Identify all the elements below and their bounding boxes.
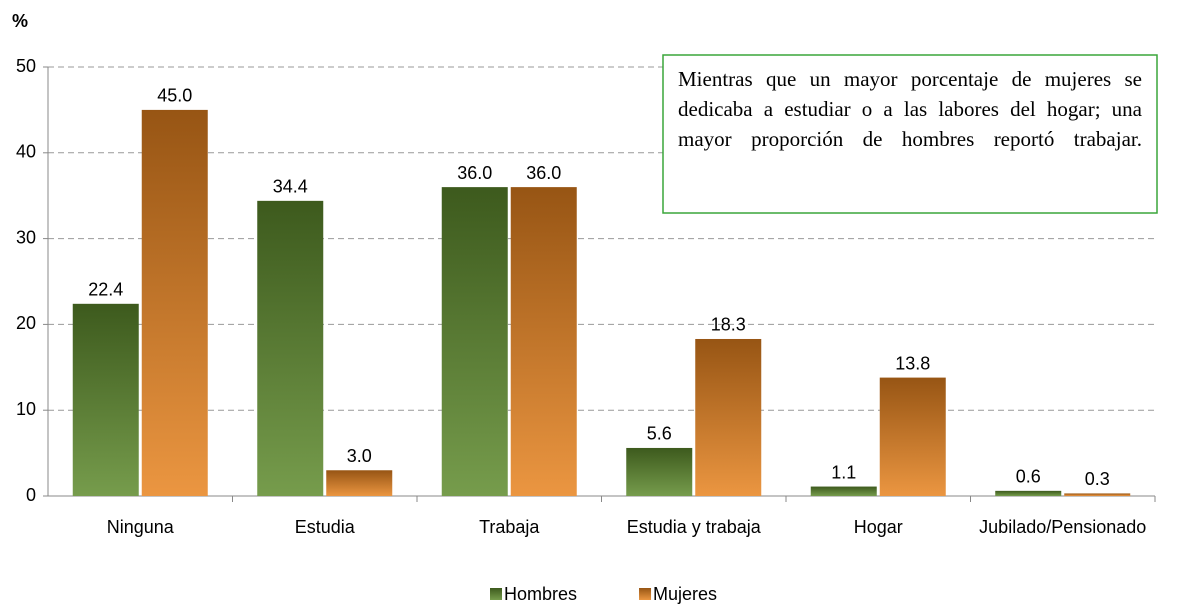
value-label: 36.0: [526, 163, 561, 183]
value-label: 18.3: [711, 315, 746, 335]
y-tick-label: 40: [16, 142, 36, 162]
value-label: 22.4: [88, 280, 123, 300]
value-label: 13.8: [895, 353, 930, 373]
value-label: 1.1: [831, 462, 856, 482]
x-tick-label: Estudia: [295, 517, 356, 537]
value-label: 0.6: [1016, 467, 1041, 487]
bar: [441, 187, 508, 496]
x-tick-label: Jubilado/Pensionado: [979, 517, 1146, 537]
y-axis-label: %: [12, 11, 28, 31]
x-tick-label: Estudia y trabaja: [627, 517, 762, 537]
y-tick-label: 10: [16, 399, 36, 419]
value-label: 3.0: [347, 446, 372, 466]
legend-label: Mujeres: [653, 584, 717, 604]
annotation-box: [662, 54, 1158, 214]
annotation-text: Mientras que un mayor porcentaje de muje…: [678, 67, 1142, 151]
bar: [257, 200, 324, 496]
value-label: 36.0: [457, 163, 492, 183]
bar: [626, 447, 693, 496]
bar: [995, 490, 1062, 496]
bar: [879, 377, 946, 496]
annotation: Mientras que un mayor porcentaje de muje…: [678, 67, 1142, 151]
legend-swatch: [639, 588, 652, 600]
bar: [1064, 493, 1131, 496]
bar: [72, 303, 139, 496]
legend-swatch: [490, 588, 502, 600]
legend-label: Hombres: [504, 584, 577, 604]
x-tick-label: Hogar: [854, 517, 903, 537]
y-tick-label: 20: [16, 313, 36, 333]
value-label: 45.0: [157, 86, 192, 106]
bar: [326, 470, 393, 496]
value-label: 34.4: [273, 177, 308, 197]
bar: [810, 486, 877, 496]
y-tick-label: 50: [16, 56, 36, 76]
value-label: 0.3: [1085, 469, 1110, 489]
bar: [510, 187, 577, 496]
value-label: 5.6: [647, 424, 672, 444]
bar: [141, 109, 208, 497]
bar: [695, 338, 762, 496]
x-tick-label: Ninguna: [107, 517, 175, 537]
y-tick-label: 0: [26, 485, 36, 505]
y-tick-label: 30: [16, 227, 36, 247]
x-tick-label: Trabaja: [479, 517, 540, 537]
